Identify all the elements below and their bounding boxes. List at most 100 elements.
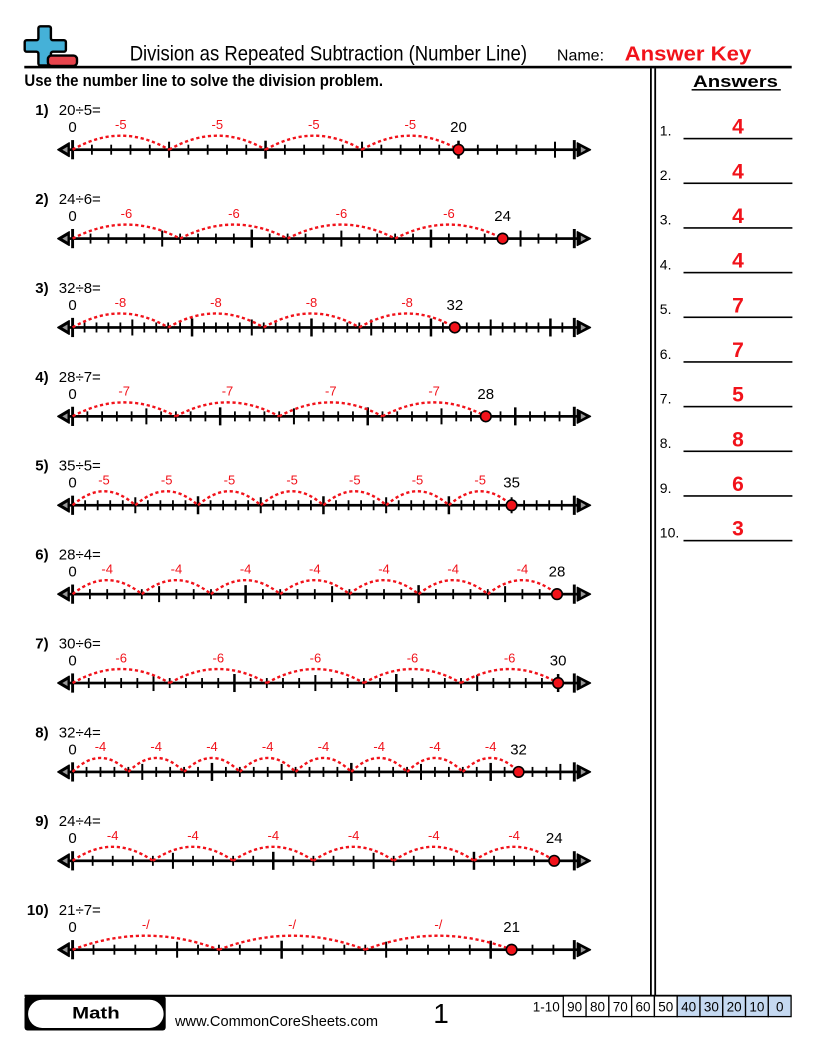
svg-text:-4: -4 (517, 561, 529, 576)
svg-text:0: 0 (68, 297, 76, 314)
svg-text:-4: -4 (318, 739, 330, 754)
svg-text:-4: -4 (150, 739, 162, 754)
svg-text:0: 0 (68, 919, 76, 936)
svg-text:28: 28 (549, 564, 566, 581)
svg-text:Answer Key: Answer Key (625, 44, 753, 66)
svg-text:24÷6=: 24÷6= (59, 191, 101, 208)
svg-text:24: 24 (546, 830, 563, 847)
svg-text:1: 1 (433, 998, 449, 1029)
svg-text:30: 30 (550, 652, 567, 669)
svg-text:90: 90 (567, 999, 582, 1014)
svg-text:-4: -4 (187, 828, 199, 843)
svg-text:-5: -5 (161, 473, 173, 488)
svg-text:32÷4=: 32÷4= (59, 724, 101, 741)
svg-text:24÷4=: 24÷4= (59, 813, 101, 830)
svg-text:-4: -4 (240, 561, 252, 576)
svg-text:28: 28 (477, 386, 494, 403)
svg-text:0: 0 (68, 119, 76, 136)
svg-text:5.: 5. (660, 301, 672, 317)
svg-text:32÷8=: 32÷8= (59, 280, 101, 297)
svg-text:40: 40 (681, 999, 696, 1014)
svg-text:-4: -4 (107, 828, 119, 843)
svg-text:-8: -8 (401, 295, 413, 310)
svg-text:30: 30 (704, 999, 719, 1014)
svg-text:4: 4 (732, 116, 744, 139)
svg-text:-6: -6 (336, 206, 348, 221)
svg-text:0: 0 (68, 208, 76, 225)
svg-text:50: 50 (658, 999, 673, 1014)
svg-text:-4: -4 (485, 739, 497, 754)
svg-text:-4: -4 (95, 739, 107, 754)
svg-text:2): 2) (35, 191, 48, 208)
svg-text:-6: -6 (310, 650, 322, 665)
svg-text:5: 5 (732, 384, 744, 407)
svg-text:-7: -7 (428, 384, 440, 399)
svg-text:10.: 10. (660, 524, 679, 540)
svg-text:5): 5) (35, 458, 48, 475)
svg-text:28÷4=: 28÷4= (59, 547, 101, 564)
svg-text:20: 20 (450, 119, 467, 136)
svg-text:9): 9) (35, 813, 48, 830)
svg-text:35÷5=: 35÷5= (59, 458, 101, 475)
svg-text:30÷6=: 30÷6= (59, 635, 101, 652)
svg-text:-6: -6 (443, 206, 455, 221)
svg-text:0: 0 (776, 999, 784, 1014)
svg-text:-6: -6 (213, 650, 225, 665)
svg-text:-6: -6 (228, 206, 240, 221)
svg-text:21÷7=: 21÷7= (59, 902, 101, 919)
svg-text:6.: 6. (660, 346, 672, 362)
svg-text:0: 0 (68, 652, 76, 669)
svg-text:8: 8 (732, 428, 744, 451)
svg-text:-5: -5 (412, 473, 424, 488)
svg-text:Use the number line to solve t: Use the number line to solve the divisio… (24, 71, 383, 90)
svg-text:3): 3) (35, 280, 48, 297)
svg-text:-5: -5 (286, 473, 298, 488)
svg-text:-4: -4 (171, 561, 183, 576)
svg-text:4): 4) (35, 369, 48, 386)
svg-text:20÷5=: 20÷5= (59, 102, 101, 119)
svg-text:1-10: 1-10 (533, 999, 560, 1014)
svg-text:60: 60 (636, 999, 651, 1014)
svg-text:4: 4 (732, 160, 744, 183)
svg-text:-6: -6 (115, 650, 127, 665)
svg-text:0: 0 (68, 741, 76, 758)
svg-text:-7: -7 (118, 384, 130, 399)
svg-text:21: 21 (503, 919, 520, 936)
svg-text:80: 80 (590, 999, 605, 1014)
svg-text:-8: -8 (210, 295, 222, 310)
svg-text:0: 0 (68, 386, 76, 403)
svg-text:-6: -6 (121, 206, 133, 221)
svg-text:-4: -4 (206, 739, 218, 754)
svg-text:7: 7 (732, 294, 744, 317)
svg-text:-/: -/ (434, 917, 442, 932)
svg-text:24: 24 (494, 208, 511, 225)
svg-text:0: 0 (68, 475, 76, 492)
svg-text:-5: -5 (98, 473, 110, 488)
svg-text:Answers: Answers (693, 72, 778, 91)
svg-text:9.: 9. (660, 480, 672, 496)
svg-text:20: 20 (727, 999, 742, 1014)
svg-text:Division as Repeated Subtracti: Division as Repeated Subtraction (Number… (130, 43, 527, 66)
svg-text:-4: -4 (378, 561, 390, 576)
svg-text:-4: -4 (101, 561, 113, 576)
svg-text:10): 10) (27, 902, 49, 919)
svg-text:70: 70 (613, 999, 628, 1014)
svg-text:Math: Math (72, 1004, 120, 1023)
svg-text:-/: -/ (142, 917, 150, 932)
svg-text:7.: 7. (660, 390, 672, 406)
svg-text:7: 7 (732, 339, 744, 362)
svg-text:3.: 3. (660, 212, 672, 228)
svg-text:-5: -5 (474, 473, 486, 488)
svg-text:-5: -5 (308, 117, 320, 132)
svg-text:-8: -8 (306, 295, 318, 310)
svg-text:6: 6 (732, 473, 744, 496)
svg-text:-6: -6 (504, 650, 516, 665)
svg-text:www.CommonCoreSheets.com: www.CommonCoreSheets.com (174, 1014, 378, 1030)
svg-text:32: 32 (447, 297, 464, 314)
svg-text:32: 32 (510, 741, 527, 758)
svg-text:-4: -4 (373, 739, 385, 754)
svg-text:7): 7) (35, 635, 48, 652)
svg-text:1): 1) (35, 102, 48, 119)
svg-text:0: 0 (68, 564, 76, 581)
svg-text:Name:: Name: (557, 48, 604, 65)
